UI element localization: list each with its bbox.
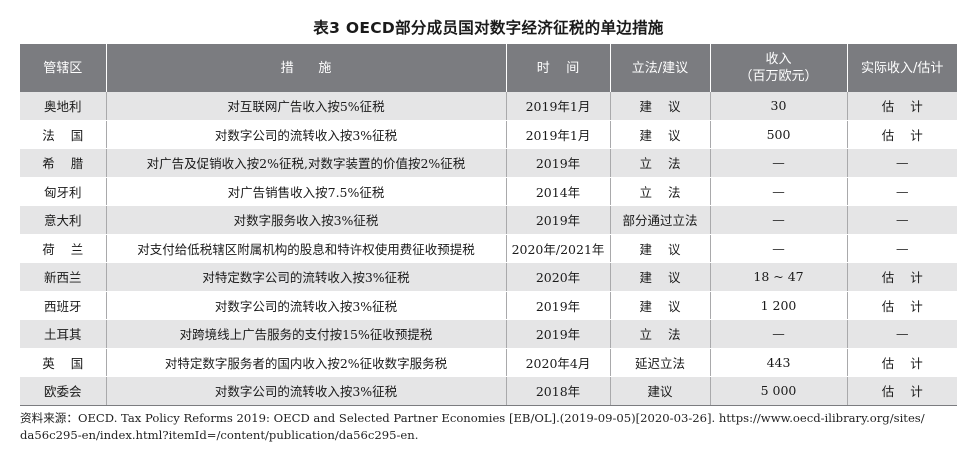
cell-time: 2019年 [506,319,611,349]
source-line-2: da56c295-en/index.html?itemId=/content/p… [20,428,419,442]
cell-time: 2019年 [506,291,611,320]
header-jurisdiction: 管辖区 [20,44,107,92]
cell-actual: 估 计 [847,376,957,406]
cell-revenue: — [710,205,848,235]
cell-jurisdiction: 英 国 [20,348,107,377]
cell-legislation: 建 议 [610,262,711,292]
cell-measure: 对互联网广告收入按5%征税 [106,92,507,121]
cell-actual: — [847,177,957,206]
cell-legislation: 立 法 [610,177,711,206]
cell-time: 2020年 [506,262,611,292]
cell-revenue: 30 [710,92,848,121]
cell-time: 2019年 [506,205,611,235]
cell-jurisdiction: 希 腊 [20,148,107,178]
header-revenue-title: 收入 [765,52,792,67]
cell-revenue: — [710,234,848,263]
cell-measure: 对支付给低税辖区附属机构的股息和特许权使用费征收预提税 [106,234,507,263]
tax-measures-table: 管辖区 措 施 时 间 立法/建议 收入 （百万欧元） 实际收入/估计 奥地利对… [20,44,957,406]
cell-measure: 对特定数字服务者的国内收入按2%征收数字服务税 [106,348,507,377]
cell-jurisdiction: 土耳其 [20,319,107,349]
cell-jurisdiction: 欧委会 [20,376,107,406]
source-line-1: 资料来源：OECD. Tax Policy Reforms 2019: OECD… [20,411,925,425]
table-caption: 表3 OECD部分成员国对数字经济征税的单边措施 [313,19,664,37]
cell-time: 2014年 [506,177,611,206]
table-body: 奥地利 对互联网广告收入按5%征税 2019年1月建 议 30 估 计法 国对数字公司的… [20,92,957,406]
cell-jurisdiction: 荷 兰 [20,234,107,263]
cell-legislation: 立 法 [610,148,711,178]
header-revenue-unit: （百万欧元） [739,69,818,84]
header-legislation: 立法/建议 [610,44,711,92]
cell-measure: 对跨境线上广告服务的支付按15%征收预提税 [106,319,507,349]
cell-jurisdiction: 匈牙利 [20,177,107,206]
cell-legislation: 部分通过立法 [610,205,711,235]
header-measure: 措 施 [106,44,507,92]
cell-revenue: 443 [710,348,848,377]
cell-legislation: 建议 [610,376,711,406]
header-revenue: 收入 （百万欧元） [710,44,848,92]
cell-actual: 估 计 [847,92,957,121]
table-row: 意大利 对数字服务收入按3%征税 2019年 部分通过立法 — — [20,205,957,235]
cell-jurisdiction: 西班牙 [20,291,107,320]
table-row: 荷 兰对支付给低税辖区附属机构的股息和特许权使用费征收预提税 2020年/2021… [20,234,957,263]
cell-legislation: 立 法 [610,319,711,349]
cell-actual: — [847,234,957,263]
cell-jurisdiction: 法 国 [20,120,107,149]
table-row: 希 腊对广告及促销收入按2%征税,对数字装置的价值按2%征税 2019年立 法 — — [20,148,957,178]
table-row: 法 国对数字公司的流转收入按3%征税 2019年1月建 议 500 估 计 [20,120,957,149]
cell-measure: 对数字公司的流转收入按3%征税 [106,120,507,149]
cell-legislation: 延迟立法 [610,348,711,377]
cell-revenue: — [710,319,848,349]
cell-measure: 对广告销售收入按7.5%征税 [106,177,507,206]
cell-time: 2020年4月 [506,348,611,377]
cell-time: 2020年/2021年 [506,234,611,263]
cell-measure: 对数字公司的流转收入按3%征税 [106,376,507,406]
cell-jurisdiction: 新西兰 [20,262,107,292]
cell-revenue: — [710,177,848,206]
table-row: 土耳其 对跨境线上广告服务的支付按15%征收预提税 2019年立 法 — — [20,319,957,349]
cell-time: 2019年 [506,148,611,178]
cell-legislation: 建 议 [610,120,711,149]
cell-revenue: — [710,148,848,178]
cell-revenue: 18 ~ 47 [710,262,848,292]
header-time: 时 间 [506,44,611,92]
cell-actual: 估 计 [847,348,957,377]
table-row: 欧委会 对数字公司的流转收入按3%征税 2018年 建议 5 000 估 计 [20,376,957,406]
cell-time: 2018年 [506,376,611,406]
cell-legislation: 建 议 [610,291,711,320]
cell-revenue: 500 [710,120,848,149]
cell-jurisdiction: 意大利 [20,205,107,235]
cell-jurisdiction: 奥地利 [20,92,107,121]
cell-legislation: 建 议 [610,234,711,263]
table-row: 匈牙利 对广告销售收入按7.5%征税 2014年立 法 — — [20,177,957,206]
cell-revenue: 1 200 [710,291,848,320]
cell-actual: 估 计 [847,262,957,292]
cell-actual: — [847,148,957,178]
table-row: 新西兰 对特定数字公司的流转收入按3%征税 2020年建 议 18 ~ 47 估 计 [20,262,957,292]
cell-actual: 估 计 [847,291,957,320]
cell-time: 2019年1月 [506,120,611,149]
table-row: 英 国对特定数字服务者的国内收入按2%征收数字服务税 2020年4月 延迟立法 443… [20,348,957,377]
cell-actual: 估 计 [847,120,957,149]
cell-revenue: 5 000 [710,376,848,406]
cell-measure: 对特定数字公司的流转收入按3%征税 [106,262,507,292]
source-note: 资料来源：OECD. Tax Policy Reforms 2019: OECD… [20,410,960,444]
cell-actual: — [847,319,957,349]
cell-time: 2019年1月 [506,92,611,121]
header-actual: 实际收入/估计 [847,44,957,92]
cell-measure: 对数字公司的流转收入按3%征税 [106,291,507,320]
cell-measure: 对数字服务收入按3%征税 [106,205,507,235]
cell-legislation: 建 议 [610,92,711,121]
table-row: 奥地利 对互联网广告收入按5%征税 2019年1月建 议 30 估 计 [20,92,957,121]
cell-measure: 对广告及促销收入按2%征税,对数字装置的价值按2%征税 [106,148,507,178]
cell-actual: — [847,205,957,235]
table-header-row: 管辖区 措 施 时 间 立法/建议 收入 （百万欧元） 实际收入/估计 [20,44,957,92]
